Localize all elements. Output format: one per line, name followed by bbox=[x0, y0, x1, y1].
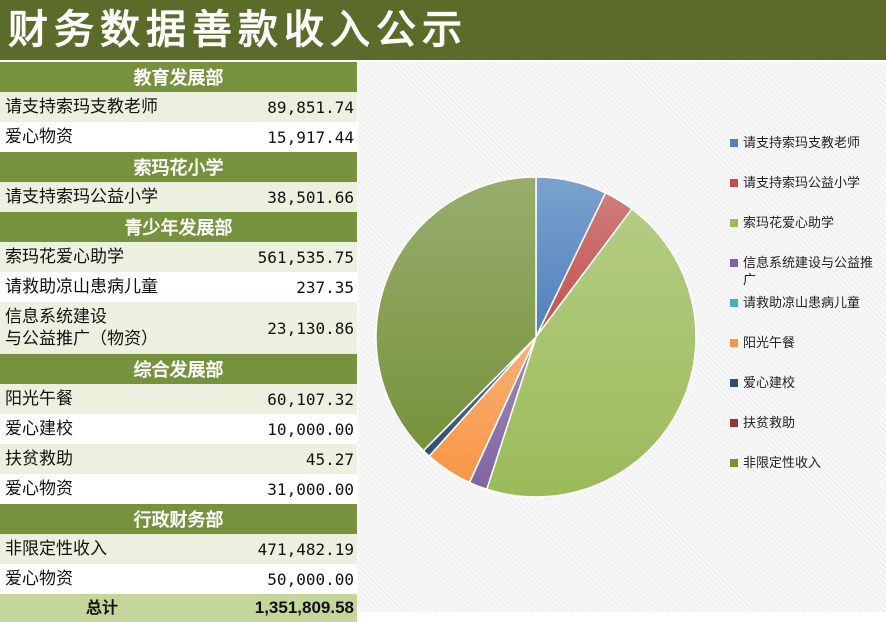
page-title: 财务数据善款收入公示 bbox=[8, 6, 468, 53]
section-header: 行政财务部 bbox=[0, 504, 357, 534]
legend-label: 信息系统建设与公益推广 bbox=[743, 255, 874, 287]
row-amount: 60,107.32 bbox=[267, 389, 354, 409]
row-label: 爱心物资 bbox=[5, 479, 73, 499]
row-amount: 471,482.19 bbox=[257, 539, 354, 559]
row-label: 请支持索玛支教老师 bbox=[5, 97, 158, 117]
table-row: 爱心物资 15,917.44 bbox=[0, 122, 357, 152]
row-amount: 45.27 bbox=[305, 449, 354, 469]
legend-label: 扶贫救助 bbox=[743, 415, 796, 430]
chart-legend: 请支持索玛支教老师 请支持索玛公益小学 索玛花爱心助学信息系统建设与公益推广请救助凉… bbox=[725, 128, 885, 488]
pie-slice bbox=[485, 207, 697, 498]
table-row: 索玛花爱心助学 561,535.75 bbox=[0, 242, 357, 272]
legend-label: 非限定性收入 bbox=[743, 455, 822, 470]
legend-item: 信息系统建设与公益推广 bbox=[725, 248, 885, 288]
table-row: 非限定性收入 471,482.19 bbox=[0, 534, 357, 564]
table-row: 扶贫救助 45.27 bbox=[0, 444, 357, 474]
legend-item: 请支持索玛公益小学 bbox=[725, 168, 885, 208]
total-amount: 1,351,809.58 bbox=[254, 598, 354, 617]
legend-label: 索玛花爱心助学 bbox=[743, 215, 835, 230]
total-row: 总计 1,351,809.58 bbox=[0, 594, 357, 622]
row-amount: 50,000.00 bbox=[267, 569, 354, 589]
legend-label: 请支持索玛支教老师 bbox=[743, 135, 861, 150]
table-row: 请救助凉山患病儿童 237.35 bbox=[0, 272, 357, 302]
row-label: 信息系统建设 与公益推广（物资） bbox=[5, 307, 158, 349]
row-amount: 89,851.74 bbox=[267, 97, 354, 117]
legend-label: 请支持索玛公益小学 bbox=[743, 175, 861, 190]
legend-swatch bbox=[730, 219, 738, 227]
legend-swatch bbox=[730, 259, 738, 267]
pie-slice bbox=[375, 176, 537, 452]
row-amount: 15,917.44 bbox=[267, 127, 354, 147]
row-label: 请救助凉山患病儿童 bbox=[5, 277, 158, 297]
row-amount: 561,535.75 bbox=[257, 247, 354, 267]
row-amount: 23,130.86 bbox=[267, 318, 354, 338]
row-label: 非限定性收入 bbox=[5, 539, 107, 559]
legend-swatch bbox=[730, 459, 738, 467]
title-bar: 财务数据善款收入公示 bbox=[0, 0, 886, 60]
legend-swatch bbox=[730, 179, 738, 187]
row-label: 扶贫救助 bbox=[5, 449, 73, 469]
pie-chart bbox=[375, 176, 697, 498]
legend-swatch bbox=[730, 339, 738, 347]
row-label: 阳光午餐 bbox=[5, 389, 73, 409]
legend-item: 索玛花爱心助学 bbox=[725, 208, 885, 248]
row-amount: 31,000.00 bbox=[267, 479, 354, 499]
row-label: 爱心物资 bbox=[5, 127, 73, 147]
total-label: 总计 bbox=[86, 598, 119, 617]
table-row: 爱心物资 50,000.00 bbox=[0, 564, 357, 594]
donation-table: 教育发展部请支持索玛支教老师 89,851.74 爱心物资 15,917.44 索玛花小… bbox=[0, 62, 357, 622]
section-header: 索玛花小学 bbox=[0, 152, 357, 182]
legend-label: 爱心建校 bbox=[743, 375, 796, 390]
legend-swatch bbox=[730, 299, 738, 307]
legend-item: 爱心建校 bbox=[725, 368, 885, 408]
row-amount: 10,000.00 bbox=[267, 419, 354, 439]
legend-item: 请支持索玛支教老师 bbox=[725, 128, 885, 168]
section-header: 教育发展部 bbox=[0, 62, 357, 92]
row-amount: 38,501.66 bbox=[267, 187, 354, 207]
table-row: 信息系统建设 与公益推广（物资） 23,130.86 bbox=[0, 302, 357, 354]
legend-item: 请救助凉山患病儿童 bbox=[725, 288, 885, 328]
section-header: 青少年发展部 bbox=[0, 212, 357, 242]
table-row: 请支持索玛公益小学 38,501.66 bbox=[0, 182, 357, 212]
row-label: 爱心物资 bbox=[5, 569, 73, 589]
table-row: 爱心建校 10,000.00 bbox=[0, 414, 357, 444]
row-label: 爱心建校 bbox=[5, 419, 73, 439]
section-header: 综合发展部 bbox=[0, 354, 357, 384]
row-label: 索玛花爱心助学 bbox=[5, 247, 124, 267]
row-amount: 237.35 bbox=[296, 277, 354, 297]
legend-label: 请救助凉山患病儿童 bbox=[743, 295, 861, 310]
row-label: 请支持索玛公益小学 bbox=[5, 187, 158, 207]
legend-swatch bbox=[730, 419, 738, 427]
legend-item: 扶贫救助 bbox=[725, 408, 885, 448]
table-row: 请支持索玛支教老师 89,851.74 bbox=[0, 92, 357, 122]
legend-item: 阳光午餐 bbox=[725, 328, 885, 368]
legend-item: 非限定性收入 bbox=[725, 448, 885, 488]
table-row: 阳光午餐 60,107.32 bbox=[0, 384, 357, 414]
legend-swatch bbox=[730, 379, 738, 387]
table-row: 爱心物资 31,000.00 bbox=[0, 474, 357, 504]
legend-swatch bbox=[730, 139, 738, 147]
legend-label: 阳光午餐 bbox=[743, 335, 796, 350]
